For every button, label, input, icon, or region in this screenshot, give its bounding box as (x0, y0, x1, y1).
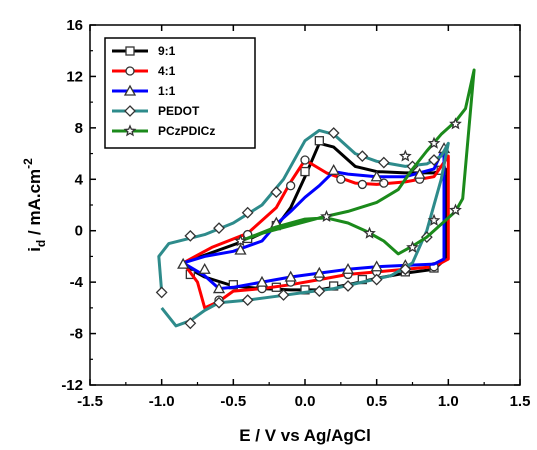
data-point (234, 234, 247, 247)
data-point (370, 260, 383, 272)
data-point (284, 270, 297, 282)
data-point (428, 154, 440, 166)
x-tick-label: -0.5 (220, 393, 246, 410)
legend-label: 4:1 (158, 64, 176, 78)
y-tick-label: -12 (61, 377, 83, 394)
legend-marker (125, 46, 135, 56)
legend-label: PEDOT (158, 104, 200, 118)
data-point (327, 163, 340, 175)
data-point (270, 186, 283, 199)
data-point (155, 286, 168, 299)
data-point (212, 282, 226, 294)
data-point (241, 294, 254, 307)
x-tick-label: 0.0 (295, 393, 316, 410)
data-point (370, 273, 383, 286)
legend-label: 9:1 (158, 44, 176, 58)
data-point (300, 166, 310, 177)
data-point (341, 262, 355, 274)
series-line (239, 68, 476, 256)
y-axis-title: id / mA.cm-2 (21, 158, 48, 252)
legend-label: PCzPDICz (158, 124, 215, 138)
data-point (427, 213, 441, 226)
data-point (198, 262, 211, 274)
series-layer (155, 68, 476, 330)
data-point (314, 136, 324, 146)
legend-marker (125, 66, 135, 76)
legend: 9:1 4:1 1:1 PEDOT PCzPDICz (104, 37, 256, 149)
legend-label: 1:1 (158, 84, 176, 98)
data-point (413, 167, 426, 179)
data-point (313, 285, 326, 298)
data-point (363, 226, 376, 239)
y-tick-label: 0 (75, 223, 83, 240)
data-point (177, 257, 190, 269)
data-point (449, 203, 462, 216)
series-4 (234, 68, 476, 256)
y-tick-label: -4 (70, 274, 84, 291)
data-point (327, 127, 340, 139)
data-point (370, 170, 383, 182)
y-tick-label: 4 (75, 171, 84, 188)
x-axis-title: E / V vs Ag/AgCl (239, 426, 371, 445)
legend-marker (124, 105, 136, 117)
y-tick-label: 12 (66, 68, 83, 85)
data-point (399, 263, 412, 276)
data-point (336, 174, 346, 184)
data-point (449, 117, 462, 130)
data-point (241, 206, 254, 219)
x-tick-label: -1.5 (77, 393, 103, 410)
data-point (342, 280, 354, 292)
y-axis-title-rest: / mA.cm (25, 169, 44, 240)
data-point (356, 150, 369, 163)
y-tick-label: -8 (70, 326, 83, 343)
x-tick-label: 1.0 (438, 393, 459, 410)
y-tick-label: 8 (75, 120, 83, 137)
data-point (213, 296, 225, 309)
y-tick-label: 16 (66, 17, 83, 34)
x-tick-label: 0.5 (366, 393, 387, 410)
data-point (300, 155, 310, 165)
y-axis-title-main: i (25, 247, 44, 252)
data-point (234, 243, 247, 255)
x-tick-label: 1.5 (510, 393, 531, 410)
x-tick-label: -1.0 (149, 393, 175, 410)
data-point (184, 317, 197, 330)
data-point (313, 266, 326, 278)
series-line (181, 154, 450, 310)
legend-marker (123, 124, 137, 137)
y-axis-title-sup: -2 (21, 158, 35, 169)
data-point (377, 156, 390, 169)
data-point (213, 222, 225, 235)
data-point (357, 179, 367, 190)
y-axis-title-sub: d (34, 240, 48, 247)
series-1 (181, 154, 450, 310)
data-point (277, 289, 290, 301)
data-point (398, 149, 412, 162)
data-point (320, 209, 333, 222)
data-point (184, 229, 197, 242)
data-point (427, 136, 441, 149)
legend-marker (123, 84, 137, 96)
data-point (286, 181, 296, 191)
data-point (255, 275, 269, 287)
axis-layer: -1.5 -1.0 -0.5 0.0 0.5 1.0 1.5 -12 -8 -4 0 4 8 12 16 (61, 17, 530, 410)
data-point (406, 240, 419, 253)
series-3 (155, 127, 450, 330)
